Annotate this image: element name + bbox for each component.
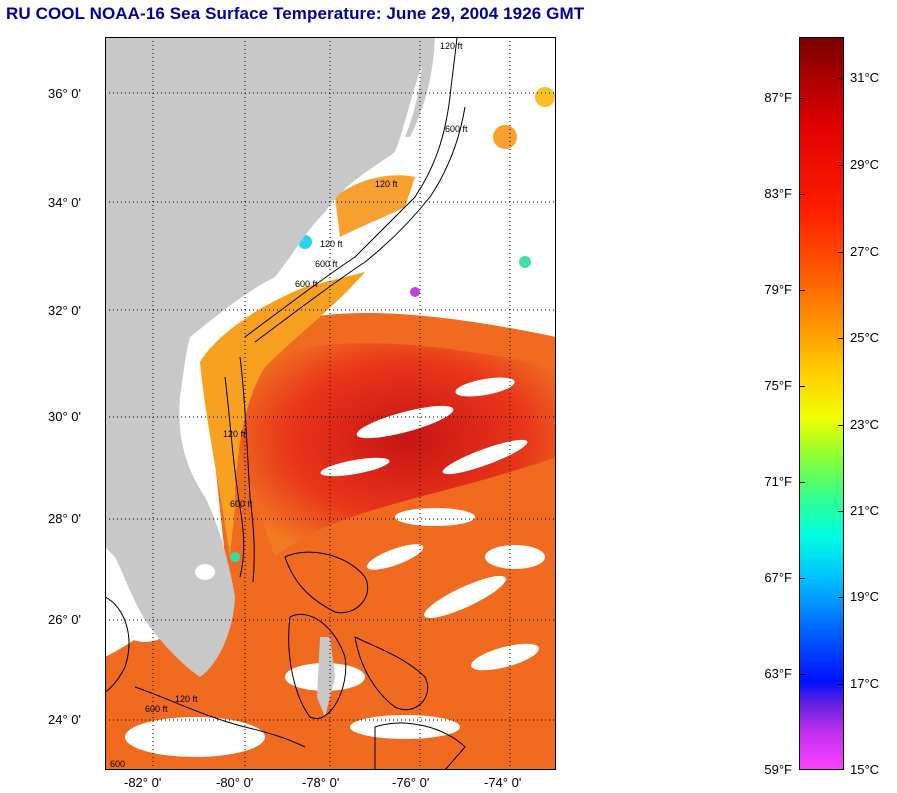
contour-label: 600 ft	[295, 279, 318, 289]
colorbar-tick	[838, 165, 844, 166]
contour-label: 120 ft	[375, 179, 398, 189]
colorbar-tick	[799, 674, 805, 675]
bathymetry-contours	[104, 36, 466, 771]
contour-label: 120 ft	[320, 239, 343, 249]
contour-label: 600	[110, 759, 125, 769]
colorbar-c-label: 25°C	[850, 330, 880, 345]
colorbar-c-label: 29°C	[850, 157, 880, 172]
colorbar-c-label: 27°C	[850, 244, 880, 259]
lake-okeechobee	[195, 564, 215, 580]
colorbar-tick	[838, 597, 844, 598]
colorbar-c-label: 19°C	[850, 589, 880, 604]
lat-label-24: 24° 0'	[48, 712, 81, 727]
colorbar-tick	[838, 78, 844, 79]
land-mainland	[105, 37, 425, 677]
lat-label-36: 36° 0'	[48, 86, 81, 101]
colorbar-f-label: 71°F	[764, 474, 792, 489]
colorbar-c-label: 15°C	[850, 762, 880, 777]
colorbar-tick	[799, 290, 805, 291]
contour-label: 120 ft	[440, 41, 463, 51]
colorbar-tick	[799, 578, 805, 579]
colorbar-tick	[799, 194, 805, 195]
gulf-stream-core	[225, 343, 556, 557]
colorbar-f-label: 87°F	[764, 90, 792, 105]
contour-label: 600 ft	[230, 499, 253, 509]
colorbar-tick	[799, 482, 805, 483]
colorbar-f-label: 63°F	[764, 666, 792, 681]
colorbar-c-label: 17°C	[850, 676, 880, 691]
contour-label: 600 ft	[315, 259, 338, 269]
colorbar-c-label: 23°C	[850, 417, 880, 432]
sst-map-svg: 120 ft 600 ft 120 ft 600 ft 120 ft 600 f…	[104, 36, 556, 771]
colorbar-c-label: 21°C	[850, 503, 880, 518]
lon-label-80: -80° 0'	[216, 775, 254, 790]
colorbar-f-label: 75°F	[764, 378, 792, 393]
lat-label-28: 28° 0'	[48, 511, 81, 526]
colorbar-f-label: 59°F	[764, 762, 792, 777]
lat-label-32: 32° 0'	[48, 303, 81, 318]
contour-label: 600 ft	[145, 704, 168, 714]
lat-label-30: 30° 0'	[48, 409, 81, 424]
colorbar-f-label: 79°F	[764, 282, 792, 297]
sst-map[interactable]: 120 ft 600 ft 120 ft 600 ft 120 ft 600 f…	[104, 36, 556, 771]
colorbar-f-label: 83°F	[764, 186, 792, 201]
colorbar-c-label: 31°C	[850, 70, 880, 85]
nearshore-warm-band	[200, 272, 365, 557]
temperature-colorbar	[799, 37, 844, 770]
lon-label-82: -82° 0'	[124, 775, 162, 790]
colorbar-tick	[838, 425, 844, 426]
contour-label: 600 ft	[445, 124, 468, 134]
contour-label: 120 ft	[223, 429, 246, 439]
colorbar-f-label: 67°F	[764, 570, 792, 585]
cool-fringe-specks	[230, 87, 555, 562]
lat-label-34: 34° 0'	[48, 195, 81, 210]
colorbar-tick	[838, 684, 844, 685]
colorbar-tick	[838, 338, 844, 339]
colorbar-tick	[838, 252, 844, 253]
contour-label: 120 ft	[175, 694, 198, 704]
lon-label-74: -74° 0'	[484, 775, 522, 790]
colorbar-tick	[799, 98, 805, 99]
lon-label-76: -76° 0'	[392, 775, 430, 790]
chart-title: RU COOL NOAA-16 Sea Surface Temperature:…	[6, 4, 585, 23]
carolina-bight-warm	[335, 175, 415, 237]
colorbar-tick	[799, 386, 805, 387]
colorbar-tick	[838, 511, 844, 512]
map-frame	[105, 37, 556, 770]
outer-banks	[405, 37, 435, 137]
lat-label-26: 26° 0'	[48, 612, 81, 627]
lon-label-78: -78° 0'	[302, 775, 340, 790]
